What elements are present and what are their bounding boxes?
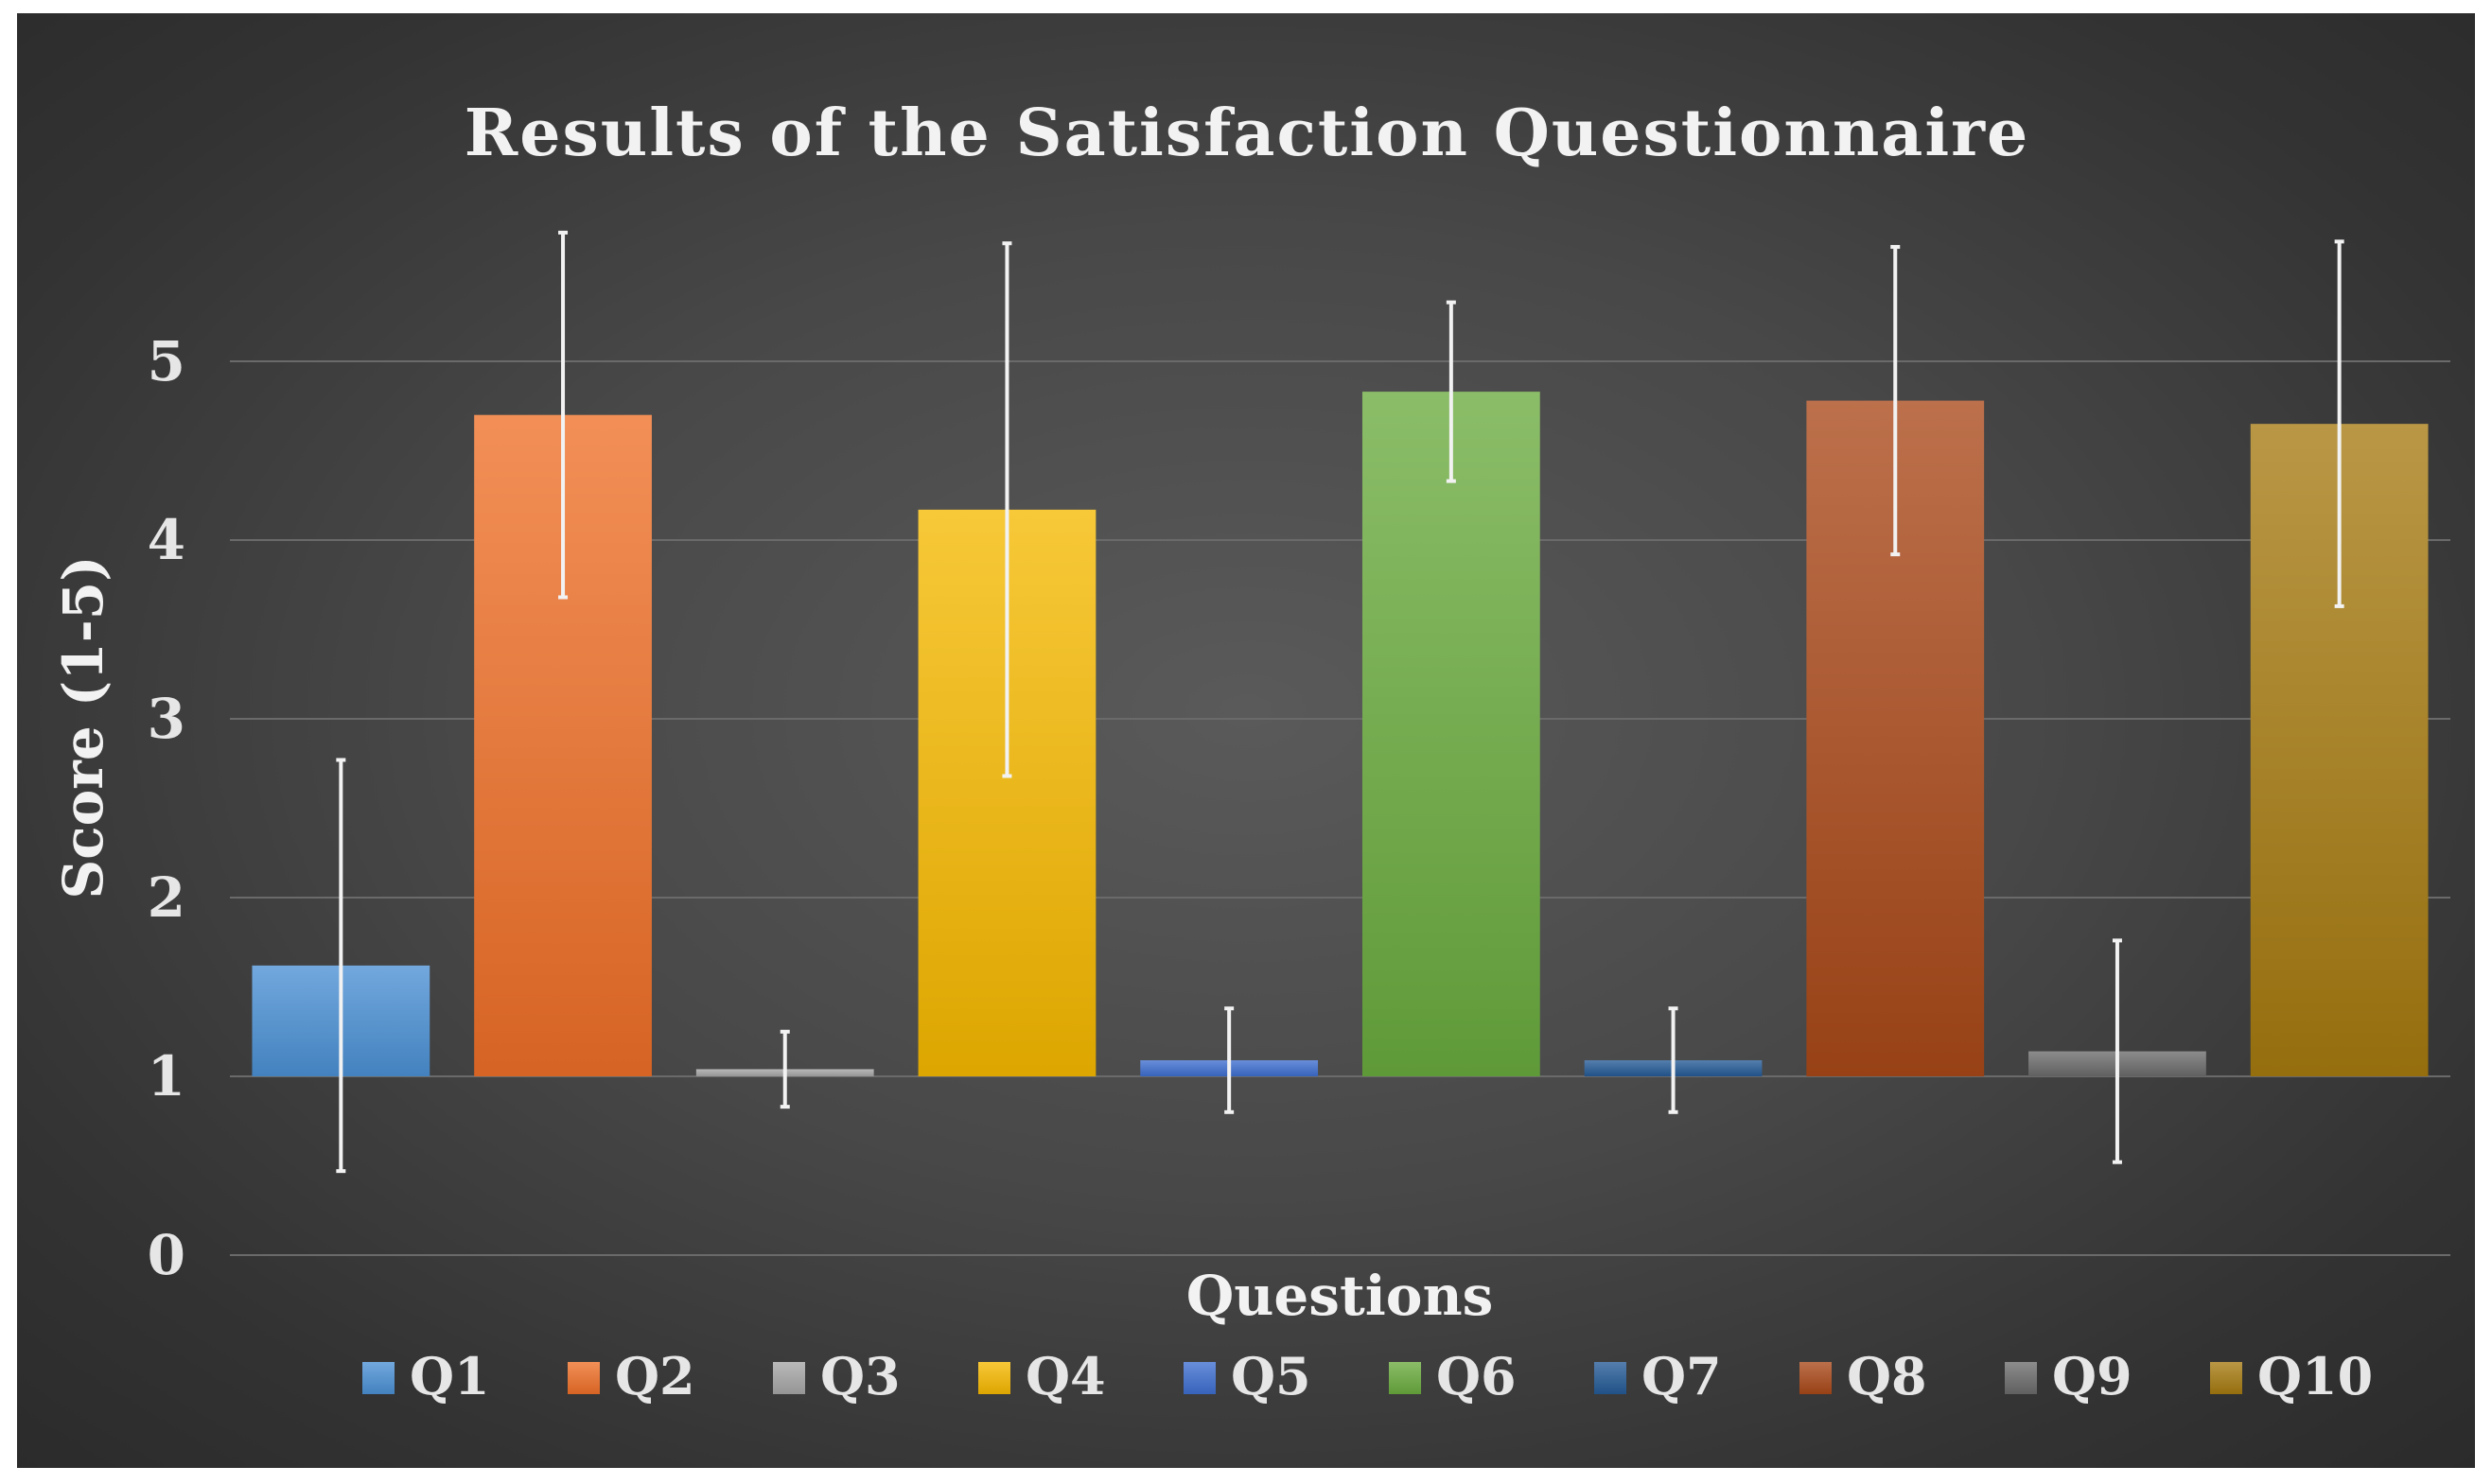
legend-item-q8: Q8: [1799, 1346, 1927, 1406]
legend-item-q7: Q7: [1594, 1346, 1722, 1406]
y-tick-label: 4: [148, 508, 185, 572]
error-bar-q4: [1002, 241, 1012, 778]
legend-swatch: [1799, 1362, 1832, 1394]
x-axis-title: Questions: [1186, 1264, 1494, 1328]
legend-label: Q3: [820, 1346, 901, 1406]
legend-swatch: [1594, 1362, 1626, 1394]
legend-label: Q8: [1847, 1346, 1927, 1406]
error-bars: [336, 230, 2344, 1174]
error-bar-q9: [2112, 938, 2122, 1164]
error-bar-q8: [1890, 245, 1901, 557]
bar-chart: Results of the Satisfaction Questionnair…: [51, 96, 2450, 1406]
legend-swatch: [1389, 1362, 1421, 1394]
chart-frame: Results of the Satisfaction Questionnair…: [17, 13, 2475, 1468]
legend-item-q6: Q6: [1389, 1346, 1517, 1406]
legend-item-q2: Q2: [568, 1346, 695, 1406]
y-axis-ticks: 0 1 2 3 4 5: [148, 329, 185, 1287]
error-bar-q1: [336, 758, 346, 1174]
legend-item-q10: Q10: [2210, 1346, 2373, 1406]
y-tick-label: 5: [148, 329, 185, 393]
legend-swatch: [978, 1362, 1010, 1394]
chart-title: Results of the Satisfaction Questionnair…: [465, 96, 2030, 171]
legend-item-q1: Q1: [362, 1346, 490, 1406]
legend-swatch: [2005, 1362, 2037, 1394]
legend-item-q3: Q3: [773, 1346, 901, 1406]
legend-item-q5: Q5: [1184, 1346, 1311, 1406]
legend-item-q9: Q9: [2005, 1346, 2132, 1406]
error-bar-q10: [2334, 239, 2344, 608]
y-axis-title: Score (1-5): [51, 555, 115, 899]
error-bar-q3: [780, 1029, 790, 1109]
legend-label: Q4: [1026, 1346, 1106, 1406]
legend-label: Q7: [1641, 1346, 1722, 1406]
error-bar-q6: [1446, 300, 1456, 483]
legend-label: Q5: [1231, 1346, 1311, 1406]
error-bar-q2: [558, 230, 569, 600]
y-tick-label: 0: [148, 1223, 185, 1287]
legend-label: Q10: [2257, 1346, 2373, 1406]
legend-item-q4: Q4: [978, 1346, 1106, 1406]
y-tick-label: 3: [148, 687, 185, 751]
y-tick-label: 1: [148, 1044, 185, 1109]
legend-label: Q6: [1436, 1346, 1517, 1406]
legend-label: Q9: [2052, 1346, 2132, 1406]
legend-swatch: [2210, 1362, 2242, 1394]
error-bar-q7: [1668, 1006, 1678, 1114]
legend-swatch: [1184, 1362, 1216, 1394]
legend-swatch: [362, 1362, 395, 1394]
error-bar-q5: [1224, 1006, 1235, 1114]
bars: [252, 392, 2429, 1077]
bar-q6: [1361, 392, 1540, 1076]
legend-label: Q2: [615, 1346, 695, 1406]
legend-swatch: [568, 1362, 600, 1394]
legend-label: Q1: [410, 1346, 490, 1406]
legend-swatch: [773, 1362, 805, 1394]
legend: Q1 Q2 Q3 Q4 Q5 Q6 Q7 Q8 Q9 Q10: [362, 1346, 2373, 1406]
y-tick-label: 2: [148, 865, 185, 930]
